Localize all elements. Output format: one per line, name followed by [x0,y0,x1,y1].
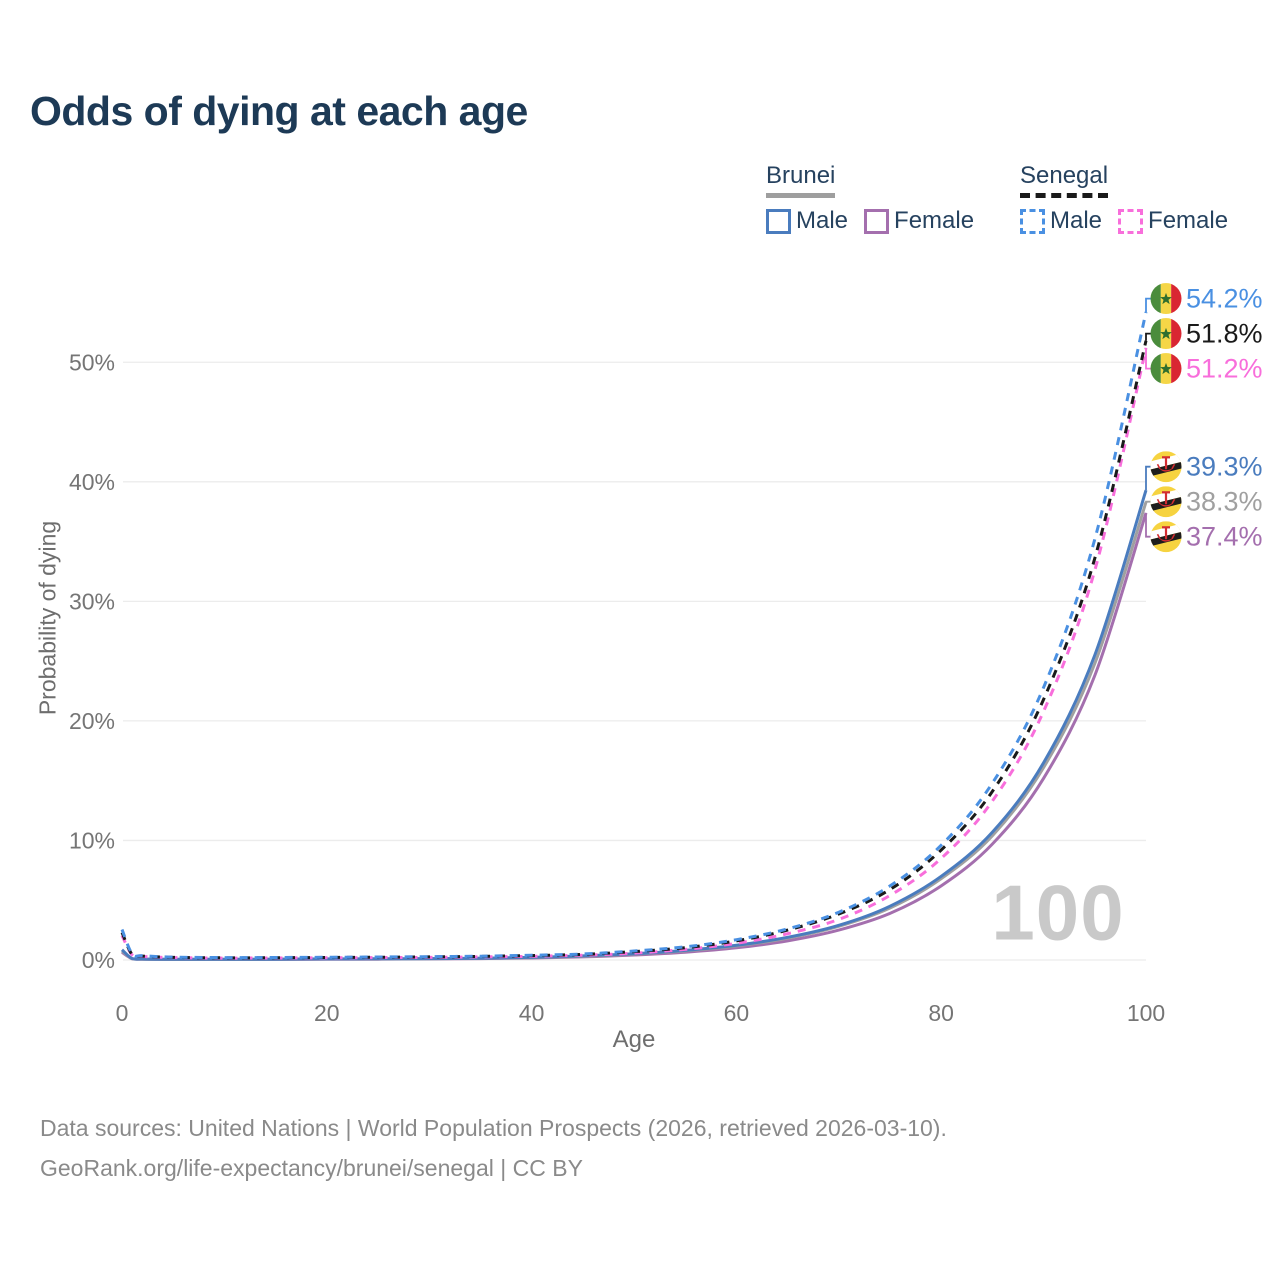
y-tick-label: 50% [69,349,115,375]
end-label-senegal-female: 51.2% [1145,347,1263,385]
legend-item-label: Male [1050,207,1103,234]
y-tick-label: 30% [69,588,115,614]
end-label-senegal-both: 51.8% [1145,318,1263,350]
series-line-brunei-female[interactable] [121,512,1148,961]
end-label-value: 37.4% [1186,522,1263,552]
brunei-flag-icon [1150,451,1182,483]
legend-swatch-senegal-female-icon [1118,208,1144,234]
series-line-brunei-male[interactable] [120,489,1148,961]
footer-data-sources: Data sources: United Nations | World Pop… [40,1115,947,1141]
legend-swatch-brunei-female-icon [864,208,890,234]
legend-item-senegal-male[interactable]: Male [1020,207,1102,235]
legend-item-label: Female [1148,207,1229,234]
series-line-senegal-both[interactable] [120,340,1148,960]
senegal-flag-icon [1150,318,1182,350]
legend-item-brunei-male[interactable]: Male [766,207,848,235]
footer-attribution: GeoRank.org/life-expectancy/brunei/seneg… [40,1155,583,1181]
footer: Data sources: United Nations | World Pop… [40,1108,947,1188]
series-line-senegal-female[interactable] [120,347,1148,960]
x-tick-label: 0 [116,1000,129,1026]
senegal-flag-icon [1150,353,1182,385]
legend-item-label: Male [796,207,849,234]
legend-item-brunei-female[interactable]: Female [864,207,974,235]
legend-item-label: Female [894,207,975,234]
end-label-value: 51.8% [1186,319,1263,349]
end-label-value: 39.3% [1186,452,1263,482]
y-tick-label: 10% [69,827,115,853]
legend-swatch-brunei-male-icon [766,208,791,234]
y-axis-title: Probability of dying [34,520,61,716]
y-tick-label: 40% [69,469,115,495]
end-label-value: 54.2% [1186,284,1263,314]
legend-group-title-senegal[interactable]: Senegal [1020,162,1109,198]
end-label-connector [1145,332,1151,341]
age-counter-watermark: 100 [991,868,1125,957]
x-tick-label: 20 [314,1000,340,1026]
legend-group-senegal: Senegal Male Female [1020,162,1244,235]
y-tick-label: 20% [69,708,115,734]
legend-group-title-brunei[interactable]: Brunei [766,162,836,198]
end-label-connector [1145,465,1151,491]
x-tick-label: 40 [519,1000,545,1026]
end-label-brunei-female: 37.4% [1145,512,1263,553]
legend-item-senegal-female[interactable]: Female [1118,207,1228,235]
brunei-flag-icon [1150,486,1182,518]
series-line-brunei-both[interactable] [121,501,1148,961]
legend-swatch-senegal-male-icon [1020,208,1045,234]
end-label-connector [1145,512,1151,538]
end-label-connector [1145,347,1151,370]
end-label-brunei-both: 38.3% [1145,486,1263,518]
x-tick-label: 100 [1127,1000,1165,1026]
page-title: Odds of dying at each age [30,88,528,134]
x-tick-label: 60 [724,1000,750,1026]
end-label-value: 51.2% [1186,354,1263,384]
legend-group-brunei: Brunei Male Female [766,162,990,235]
brunei-flag-icon [1150,521,1182,553]
x-axis-title: Age [612,1026,656,1053]
end-label-senegal-male: 54.2% [1145,283,1263,315]
x-tick-label: 80 [928,1000,954,1026]
end-label-connector [1145,297,1151,312]
end-label-value: 38.3% [1186,487,1263,517]
series-line-senegal-male[interactable] [120,311,1148,960]
senegal-flag-icon [1150,283,1182,315]
end-label-brunei-male: 39.3% [1145,451,1263,491]
y-tick-label: 0% [82,947,115,973]
